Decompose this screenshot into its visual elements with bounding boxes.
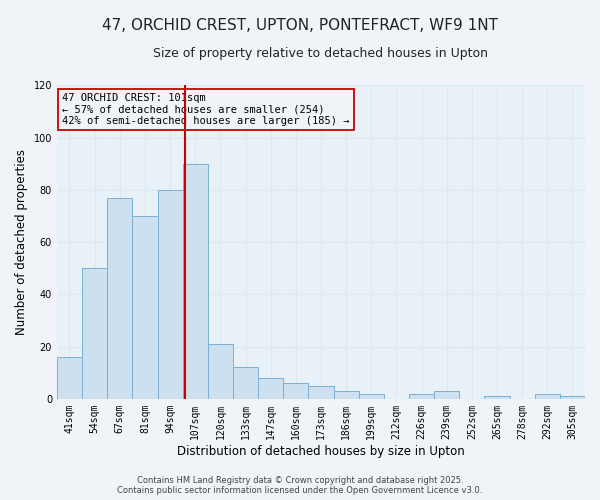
Text: 47 ORCHID CREST: 101sqm
← 57% of detached houses are smaller (254)
42% of semi-d: 47 ORCHID CREST: 101sqm ← 57% of detache… [62, 93, 350, 126]
Bar [359, 394, 384, 399]
Bar [484, 396, 509, 399]
Bar [308, 386, 334, 399]
Bar [57, 357, 82, 399]
Bar [82, 268, 107, 399]
Bar [283, 383, 308, 399]
X-axis label: Distribution of detached houses by size in Upton: Distribution of detached houses by size … [177, 444, 465, 458]
Bar [133, 216, 158, 399]
Bar [208, 344, 233, 399]
Y-axis label: Number of detached properties: Number of detached properties [15, 149, 28, 335]
Bar [182, 164, 208, 399]
Bar [434, 391, 459, 399]
Bar [560, 396, 585, 399]
Bar [258, 378, 283, 399]
Bar [107, 198, 133, 399]
Text: Contains HM Land Registry data © Crown copyright and database right 2025.
Contai: Contains HM Land Registry data © Crown c… [118, 476, 482, 495]
Title: Size of property relative to detached houses in Upton: Size of property relative to detached ho… [154, 48, 488, 60]
Text: 47, ORCHID CREST, UPTON, PONTEFRACT, WF9 1NT: 47, ORCHID CREST, UPTON, PONTEFRACT, WF9… [102, 18, 498, 32]
Bar [409, 394, 434, 399]
Bar [334, 391, 359, 399]
Bar [233, 368, 258, 399]
Bar [158, 190, 182, 399]
Bar [535, 394, 560, 399]
